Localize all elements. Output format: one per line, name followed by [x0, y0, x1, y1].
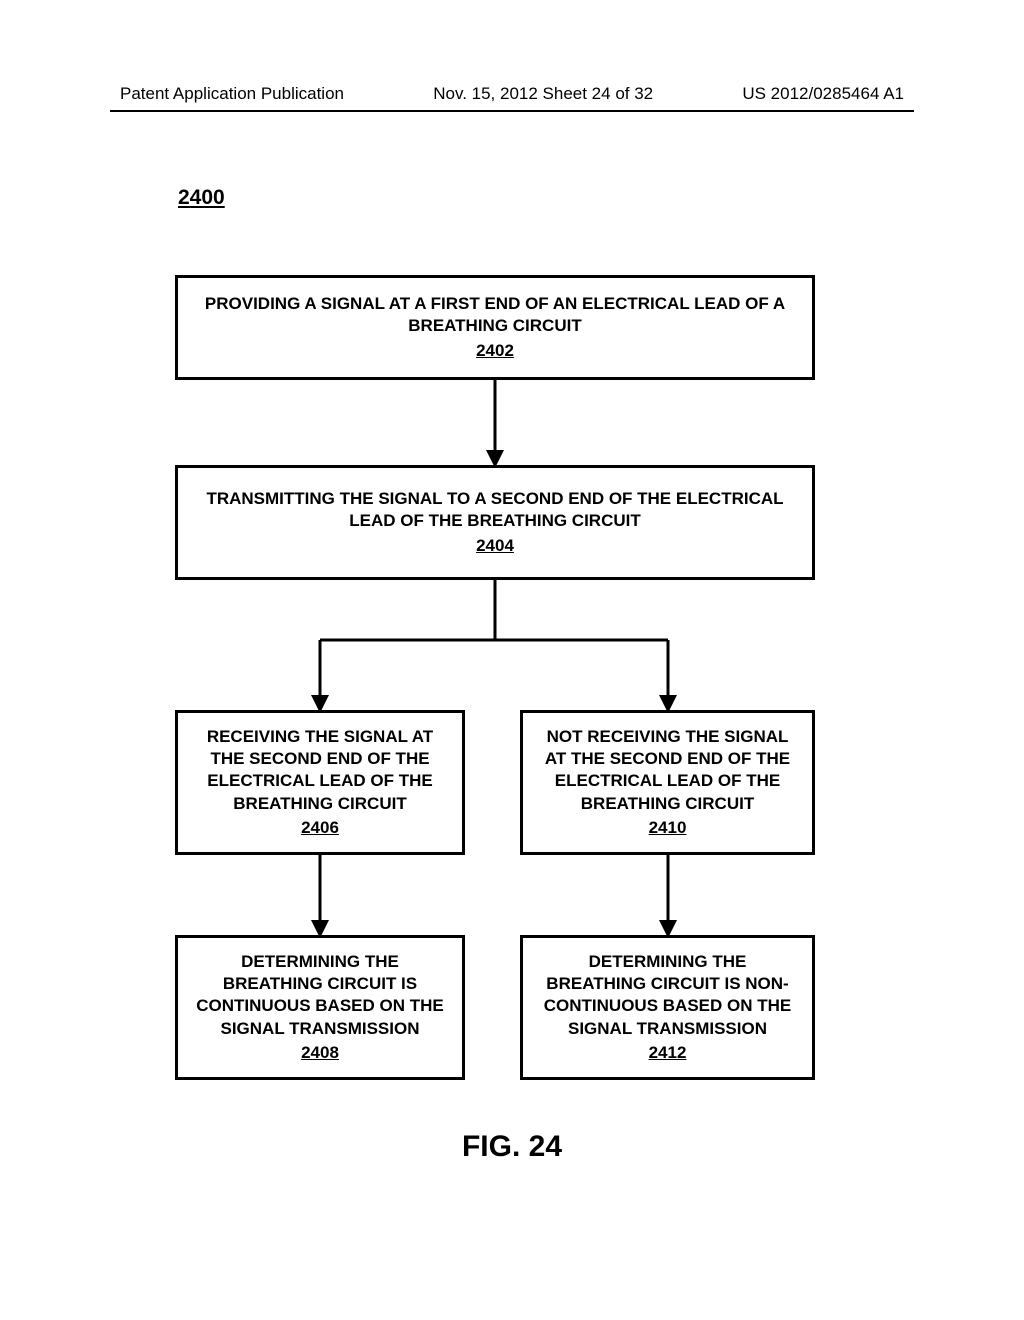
- box-text: DETERMINING THE BREATHING CIRCUIT IS CON…: [194, 951, 446, 1039]
- flowchart-box-2408: DETERMINING THE BREATHING CIRCUIT IS CON…: [175, 935, 465, 1080]
- page-header: Patent Application Publication Nov. 15, …: [0, 84, 1024, 104]
- header-left: Patent Application Publication: [120, 84, 344, 104]
- header-rule: [110, 110, 914, 112]
- diagram-reference: 2400: [178, 186, 225, 210]
- box-ref: 2404: [476, 535, 514, 557]
- figure-caption: FIG. 24: [0, 1130, 1024, 1164]
- box-text: NOT RECEIVING THE SIGNAL AT THE SECOND E…: [539, 726, 796, 814]
- header-right: US 2012/0285464 A1: [742, 84, 904, 104]
- box-ref: 2408: [301, 1042, 339, 1064]
- box-ref: 2412: [649, 1042, 687, 1064]
- header-center: Nov. 15, 2012 Sheet 24 of 32: [433, 84, 653, 104]
- box-text: DETERMINING THE BREATHING CIRCUIT IS NON…: [539, 951, 796, 1039]
- box-text: RECEIVING THE SIGNAL AT THE SECOND END O…: [194, 726, 446, 814]
- box-ref: 2406: [301, 817, 339, 839]
- flowchart-box-2410: NOT RECEIVING THE SIGNAL AT THE SECOND E…: [520, 710, 815, 855]
- box-text: PROVIDING A SIGNAL AT A FIRST END OF AN …: [194, 293, 796, 337]
- box-ref: 2410: [649, 817, 687, 839]
- flowchart-box-2402: PROVIDING A SIGNAL AT A FIRST END OF AN …: [175, 275, 815, 380]
- flowchart-box-2412: DETERMINING THE BREATHING CIRCUIT IS NON…: [520, 935, 815, 1080]
- box-ref: 2402: [476, 340, 514, 362]
- flowchart-box-2404: TRANSMITTING THE SIGNAL TO A SECOND END …: [175, 465, 815, 580]
- flowchart-arrows: [0, 0, 1024, 1320]
- box-text: TRANSMITTING THE SIGNAL TO A SECOND END …: [194, 488, 796, 532]
- flowchart-box-2406: RECEIVING THE SIGNAL AT THE SECOND END O…: [175, 710, 465, 855]
